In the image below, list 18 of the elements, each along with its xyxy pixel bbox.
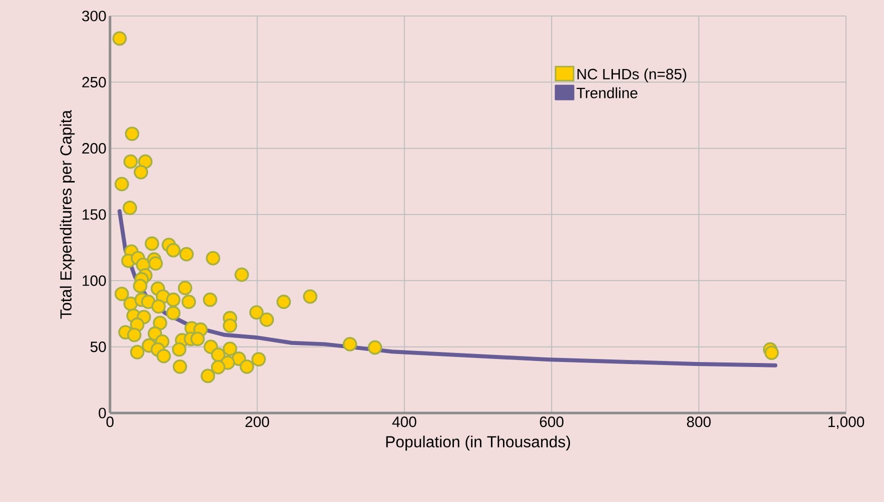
y-tick-label: 50 [90,342,106,352]
y-axis-title: Total Expenditures per Capita [60,110,75,319]
y-tick-label: 250 [82,76,106,88]
legend-label: Trendline [576,87,638,98]
x-tick-label: 0 [106,416,114,428]
y-tick-label: 150 [82,209,106,220]
x-tick-label: 200 [245,416,270,428]
y-tick-label: 0 [98,408,106,418]
line-series [118,209,778,368]
x-tick-label: 1,000 [828,416,864,429]
y-tick-label: 300 [82,10,106,22]
x-axis-title: Population (in Thousands) [386,436,570,451]
x-tick-label: 400 [392,416,416,428]
x-tick-label: 600 [540,416,564,428]
y-tick-label: 100 [82,275,106,286]
x-tick-label: 800 [686,416,711,428]
y-tick-label: 200 [82,143,106,154]
legend-label: NC LHDs (n=85) [578,68,686,82]
